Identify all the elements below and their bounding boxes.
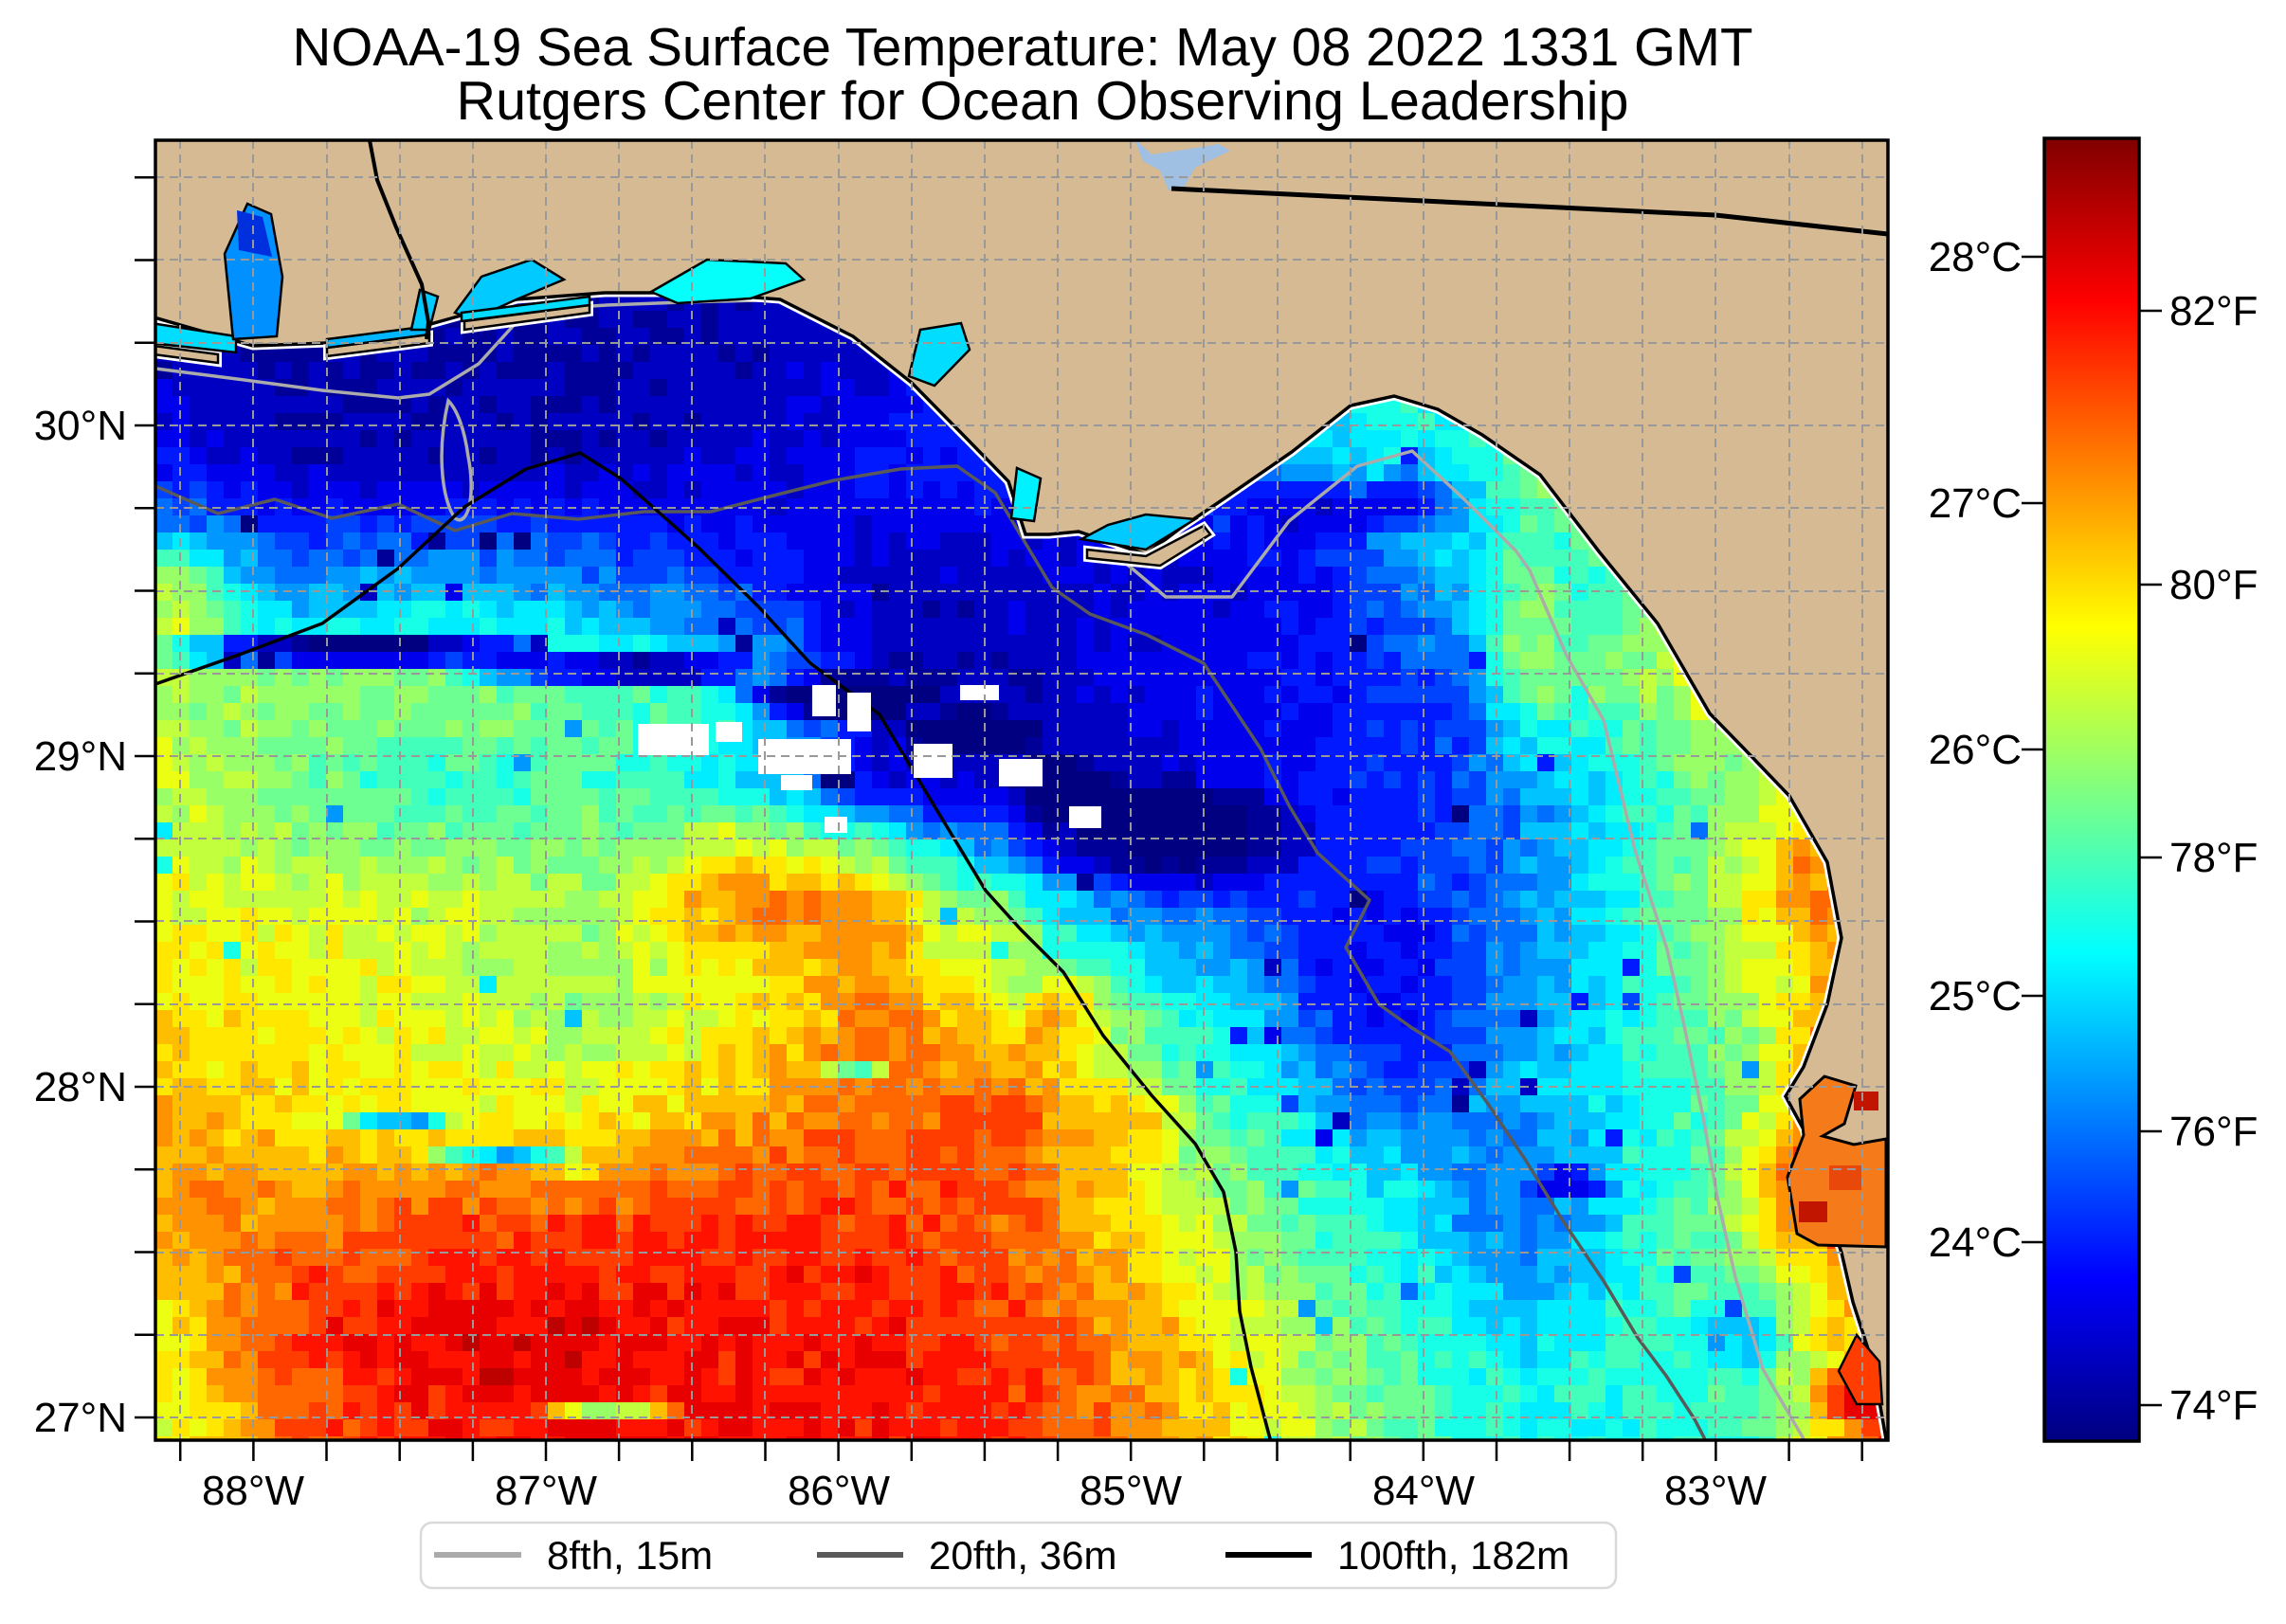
svg-text:8fth, 15m: 8fth, 15m — [547, 1533, 713, 1578]
svg-text:84°W: 84°W — [1372, 1468, 1476, 1514]
svg-text:83°W: 83°W — [1664, 1468, 1768, 1514]
svg-text:NOAA-19 Sea Surface Temperatur: NOAA-19 Sea Surface Temperature: May 08 … — [293, 17, 1753, 77]
svg-text:24°C: 24°C — [1929, 1219, 2022, 1266]
svg-text:27°C: 27°C — [1929, 480, 2022, 527]
svg-text:78°F: 78°F — [2169, 835, 2258, 881]
svg-text:76°F: 76°F — [2169, 1109, 2258, 1155]
svg-text:74°F: 74°F — [2169, 1382, 2258, 1429]
svg-text:20fth, 36m: 20fth, 36m — [929, 1533, 1116, 1578]
svg-text:85°W: 85°W — [1080, 1468, 1183, 1514]
svg-text:82°F: 82°F — [2169, 288, 2258, 334]
svg-text:28°C: 28°C — [1929, 234, 2022, 280]
svg-text:Rutgers Center for Ocean Obser: Rutgers Center for Ocean Observing Leade… — [457, 71, 1629, 132]
svg-text:30°N: 30°N — [34, 403, 127, 449]
svg-text:80°F: 80°F — [2169, 562, 2258, 608]
svg-text:25°C: 25°C — [1929, 973, 2022, 1020]
svg-text:87°W: 87°W — [495, 1468, 598, 1514]
svg-text:86°W: 86°W — [788, 1468, 891, 1514]
svg-text:29°N: 29°N — [34, 733, 127, 780]
svg-text:26°C: 26°C — [1929, 727, 2022, 773]
svg-text:100fth, 182m: 100fth, 182m — [1337, 1533, 1569, 1578]
svg-text:27°N: 27°N — [34, 1395, 127, 1441]
svg-text:28°N: 28°N — [34, 1064, 127, 1110]
svg-text:88°W: 88°W — [202, 1468, 305, 1514]
